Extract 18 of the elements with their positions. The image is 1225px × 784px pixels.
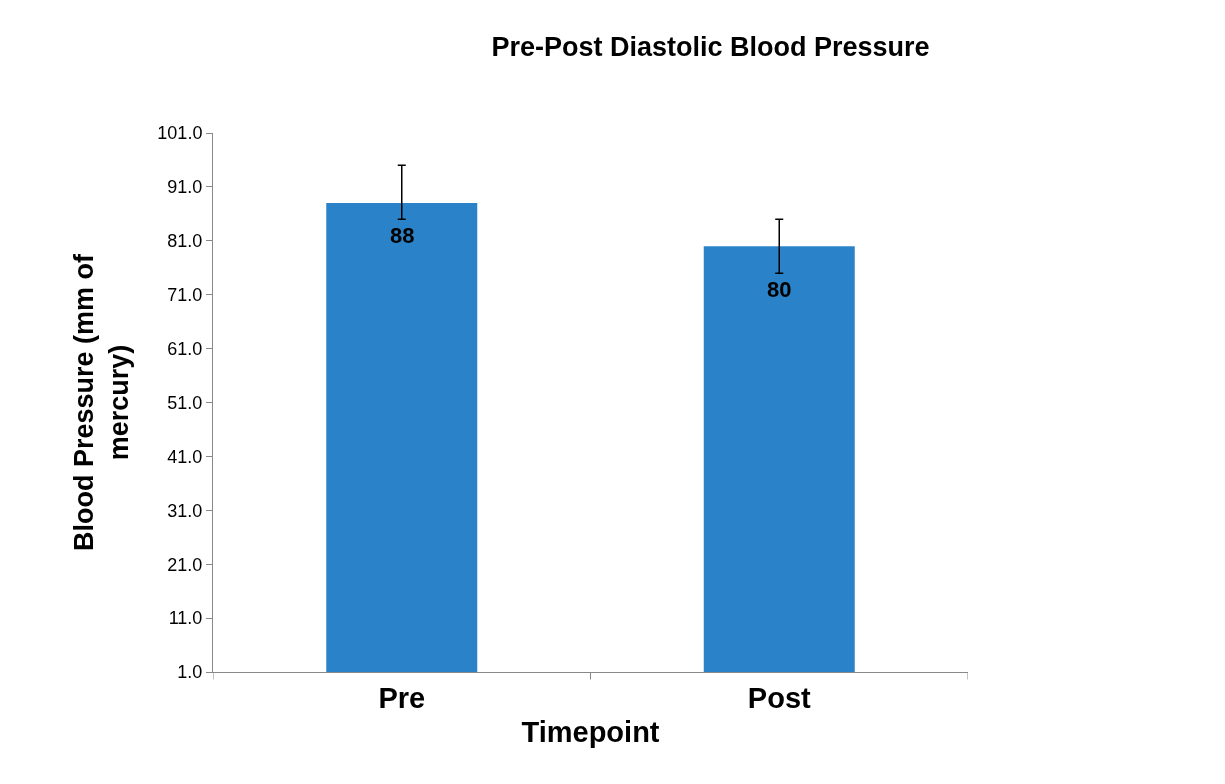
y-tick-label: 61.0 xyxy=(167,338,203,359)
y-axis-title: Blood Pressure (mm of mercury) xyxy=(69,252,135,552)
chart-title: Pre-Post Diastolic Blood Pressure xyxy=(491,32,930,63)
data-label: 80 xyxy=(767,277,792,302)
y-tick-label: 91.0 xyxy=(167,177,203,198)
y-tick-label: 21.0 xyxy=(167,554,203,575)
y-tick-label: 51.0 xyxy=(167,392,203,413)
x-tick-label: Pre xyxy=(378,681,426,714)
y-tick-label: 1.0 xyxy=(177,662,203,683)
y-tick-label: 81.0 xyxy=(167,231,203,252)
y-tick-label: 31.0 xyxy=(167,500,203,521)
y-tick-label: 11.0 xyxy=(168,608,203,629)
x-axis-title: Timepoint xyxy=(521,715,660,748)
data-label: 88 xyxy=(390,223,415,248)
y-tick-label: 71.0 xyxy=(167,285,203,305)
y-tick-label: 41.0 xyxy=(167,446,203,467)
y-tick-label: 101.0 xyxy=(157,123,203,144)
x-tick-label: Post xyxy=(747,681,812,714)
